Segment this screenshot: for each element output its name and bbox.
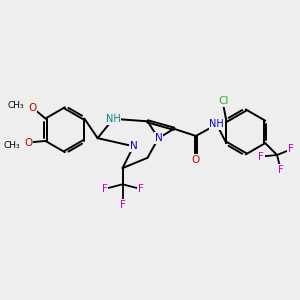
Text: F: F [278,165,284,175]
Text: O: O [192,155,200,165]
Text: N: N [130,141,137,151]
Text: CH₃: CH₃ [4,141,20,150]
Text: N: N [154,133,162,143]
Text: Cl: Cl [218,96,228,106]
Text: NH: NH [106,114,121,124]
Text: F: F [138,184,144,194]
Text: F: F [288,144,294,154]
Text: CH₃: CH₃ [8,100,24,109]
Text: O: O [24,137,32,148]
Text: NH: NH [209,119,224,129]
Text: F: F [258,152,264,161]
Text: F: F [120,200,125,210]
Text: O: O [28,103,37,112]
Text: F: F [101,184,107,194]
